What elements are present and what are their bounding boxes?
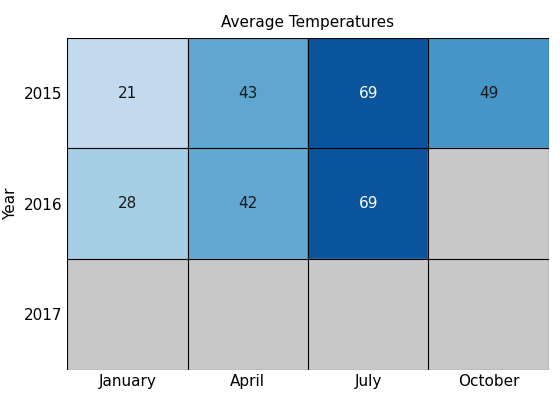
Text: 43: 43 — [238, 86, 258, 101]
Text: 42: 42 — [238, 196, 258, 211]
Bar — [188, 38, 308, 148]
Bar — [188, 148, 308, 259]
Text: 49: 49 — [479, 86, 498, 101]
Y-axis label: Year: Year — [3, 187, 18, 220]
Bar — [428, 148, 549, 259]
Title: Average Temperatures: Average Temperatures — [221, 15, 395, 30]
Bar — [428, 38, 549, 148]
Text: 28: 28 — [118, 196, 137, 211]
Bar — [188, 259, 308, 370]
Text: 69: 69 — [358, 196, 378, 211]
Bar — [308, 38, 428, 148]
Bar — [428, 259, 549, 370]
Bar — [67, 148, 188, 259]
Bar — [308, 259, 428, 370]
Bar — [308, 148, 428, 259]
Bar — [67, 259, 188, 370]
Bar — [67, 38, 188, 148]
Text: 21: 21 — [118, 86, 137, 101]
Text: 69: 69 — [358, 86, 378, 101]
